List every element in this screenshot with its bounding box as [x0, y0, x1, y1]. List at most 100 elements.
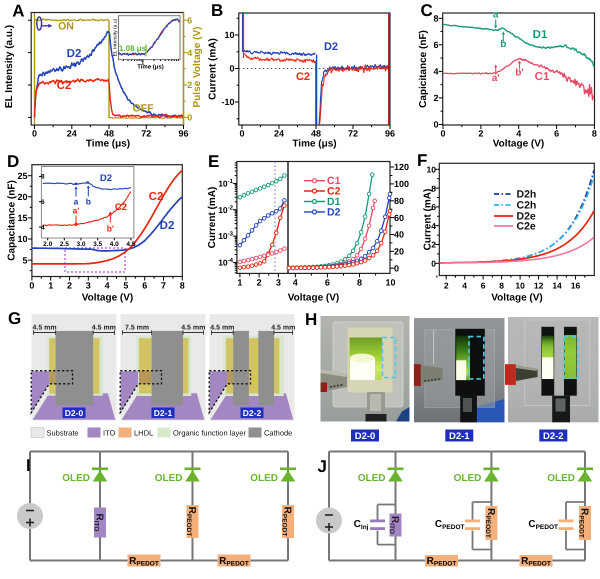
svg-text:OLED: OLED	[62, 473, 90, 484]
svg-text:Substrate: Substrate	[47, 429, 79, 438]
svg-text:C2h: C2h	[517, 200, 537, 212]
svg-text:C: C	[421, 1, 433, 20]
svg-text:7.5 mm: 7.5 mm	[125, 324, 149, 331]
svg-text:4: 4	[41, 224, 45, 231]
svg-text:OLED: OLED	[547, 473, 575, 484]
svg-text:10: 10	[515, 281, 525, 291]
svg-text:D2-1: D2-1	[449, 431, 470, 442]
svg-text:8: 8	[592, 129, 597, 139]
svg-text:0: 0	[433, 120, 438, 130]
svg-text:a': a'	[73, 206, 80, 216]
svg-text:ON: ON	[58, 21, 74, 33]
svg-text:F: F	[417, 151, 427, 170]
svg-text:RPEDOT: RPEDOT	[129, 556, 159, 568]
svg-text:120: 120	[394, 162, 409, 172]
svg-text:4: 4	[516, 129, 521, 139]
svg-text:a': a'	[492, 73, 500, 84]
svg-text:10-4: 10-4	[218, 257, 233, 268]
svg-text:ITO: ITO	[103, 429, 116, 438]
svg-text:OLED: OLED	[454, 473, 482, 484]
svg-text:7: 7	[161, 281, 166, 291]
svg-text:0: 0	[394, 263, 399, 273]
svg-text:2: 2	[257, 278, 262, 288]
svg-text:8: 8	[499, 281, 504, 291]
svg-text:D2-2: D2-2	[543, 431, 564, 442]
svg-text:Capacitance (nF): Capacitance (nF)	[7, 180, 18, 261]
svg-text:Pulse Voltage (V): Pulse Voltage (V)	[192, 27, 203, 108]
svg-text:Voltage (V): Voltage (V)	[82, 293, 133, 304]
svg-text:10: 10	[427, 165, 437, 175]
svg-text:RPEDOT: RPEDOT	[521, 556, 551, 568]
svg-text:6: 6	[554, 129, 559, 139]
svg-text:RPEDOT: RPEDOT	[427, 556, 457, 568]
svg-text:5: 5	[123, 281, 128, 291]
svg-text:5: 5	[22, 255, 27, 265]
svg-text:D2: D2	[67, 48, 82, 60]
svg-text:EL Intensity (a.u.): EL Intensity (a.u.)	[4, 25, 15, 108]
svg-text:72: 72	[348, 129, 358, 139]
svg-text:D2: D2	[100, 173, 112, 184]
svg-text:6: 6	[142, 281, 147, 291]
svg-text:24: 24	[274, 129, 284, 139]
svg-text:C1: C1	[535, 71, 550, 83]
svg-text:Voltage (V): Voltage (V)	[491, 293, 542, 304]
svg-text:4: 4	[105, 281, 110, 291]
svg-text:Organic function layer: Organic function layer	[173, 429, 246, 438]
svg-text:Current (mA): Current (mA)	[207, 187, 218, 249]
svg-text:0: 0	[431, 259, 436, 269]
svg-text:4: 4	[187, 48, 192, 58]
svg-text:G: G	[8, 309, 21, 328]
svg-text:2: 2	[431, 240, 436, 250]
svg-text:1: 1	[237, 278, 242, 288]
svg-text:80: 80	[394, 196, 404, 206]
svg-text:2: 2	[433, 93, 438, 103]
svg-text:D2: D2	[324, 41, 338, 53]
svg-text:4.5 mm: 4.5 mm	[92, 324, 116, 331]
svg-text:D2e: D2e	[517, 211, 536, 223]
svg-text:LHDL: LHDL	[134, 429, 153, 438]
svg-text:48: 48	[311, 129, 321, 139]
svg-text:D2-1: D2-1	[154, 408, 173, 418]
svg-text:96: 96	[178, 129, 188, 139]
svg-text:Time (μs): Time (μs)	[137, 64, 164, 71]
svg-text:b': b'	[107, 224, 114, 234]
svg-text:C2: C2	[327, 186, 341, 198]
svg-text:72: 72	[141, 129, 151, 139]
svg-text:D2: D2	[327, 206, 341, 218]
svg-text:10-1: 10-1	[218, 178, 233, 189]
svg-text:3.0: 3.0	[76, 241, 85, 248]
svg-text:10-3: 10-3	[218, 231, 233, 242]
svg-text:14: 14	[552, 281, 562, 291]
svg-text:2.0: 2.0	[43, 241, 52, 248]
svg-text:4.5 mm: 4.5 mm	[210, 324, 234, 331]
svg-text:Current (mA): Current (mA)	[208, 38, 219, 100]
svg-text:1: 1	[141, 61, 144, 67]
svg-text:OLED: OLED	[358, 473, 386, 484]
svg-text:0: 0	[229, 64, 234, 74]
svg-text:8: 8	[180, 281, 185, 291]
svg-text:Time (μs): Time (μs)	[86, 139, 130, 150]
svg-text:96: 96	[385, 129, 395, 139]
svg-text:Voltage (V): Voltage (V)	[288, 293, 339, 304]
svg-text:12: 12	[534, 281, 544, 291]
svg-text:b': b'	[515, 68, 524, 79]
svg-text:Current (mA): Current (mA)	[423, 189, 434, 251]
svg-text:0: 0	[239, 129, 244, 139]
svg-text:40: 40	[394, 230, 404, 240]
svg-text:H: H	[305, 310, 317, 329]
svg-text:10: 10	[17, 234, 27, 244]
svg-text:C2: C2	[149, 191, 164, 203]
svg-text:C2: C2	[115, 202, 127, 213]
svg-text:20: 20	[17, 192, 27, 202]
svg-text:Time (μs): Time (μs)	[292, 139, 336, 150]
svg-text:100: 100	[394, 179, 409, 189]
svg-text:48: 48	[104, 129, 114, 139]
svg-text:OLED: OLED	[155, 473, 183, 484]
svg-text:OLED: OLED	[250, 473, 278, 484]
svg-text:3: 3	[86, 281, 91, 291]
svg-text:15: 15	[17, 213, 27, 223]
svg-text:2: 2	[67, 281, 72, 291]
svg-text:8: 8	[357, 278, 362, 288]
svg-text:4.5 mm: 4.5 mm	[271, 324, 295, 331]
svg-text:2: 2	[444, 281, 449, 291]
